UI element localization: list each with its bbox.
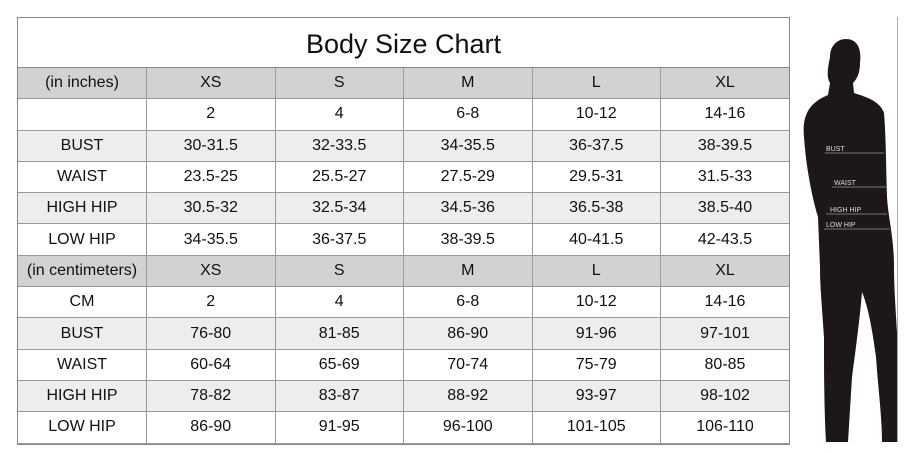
size-cell: 4: [274, 286, 404, 319]
size-cell: 30-31.5: [146, 129, 276, 162]
size-cell: 2: [146, 98, 276, 131]
row-label-cell: CM: [18, 286, 147, 319]
size-cell: 10-12: [531, 98, 661, 131]
size-cell: 88-92: [403, 379, 533, 413]
row-label-cell: WAIST: [18, 348, 147, 381]
size-cell: 25.5-27: [274, 160, 404, 194]
row-label-cell: LOW HIP: [18, 411, 147, 444]
size-cell: 81-85: [274, 317, 404, 350]
size-cell: 91-95: [274, 411, 404, 444]
size-cell: 60-64: [146, 348, 276, 381]
size-cell: 86-90: [403, 317, 533, 350]
size-cell: 106-110: [660, 411, 789, 444]
size-cell: 83-87: [274, 379, 404, 413]
size-cell: 2: [146, 286, 276, 319]
size-cell: 6-8: [403, 98, 533, 131]
size-cell: 36.5-38: [531, 192, 661, 225]
size-cell: S: [274, 254, 404, 288]
size-cell: XL: [660, 254, 789, 288]
row-label-cell: BUST: [18, 317, 147, 350]
size-cell: 32-33.5: [274, 129, 404, 162]
row-label-cell: HIGH HIP: [18, 379, 147, 413]
figure-label-bust: BUST: [826, 146, 845, 153]
table-row: WAIST 60-64 65-69 70-74 75-79 80-85: [18, 348, 789, 381]
size-cell: 10-12: [531, 286, 661, 319]
size-cell: 40-41.5: [531, 223, 661, 256]
chart-title: Body Size Chart: [18, 18, 789, 68]
size-cell: 65-69: [274, 348, 404, 381]
figure-label-waist: WAIST: [834, 180, 857, 187]
size-cell: 36-37.5: [274, 223, 404, 256]
size-cell: 42-43.5: [660, 223, 789, 256]
size-cell: 23.5-25: [146, 160, 276, 194]
figure-label-high-hip: HIGH HIP: [830, 207, 861, 214]
row-label-cell: [18, 98, 147, 131]
silhouette-shape: [803, 39, 897, 442]
size-cell: 98-102: [660, 379, 789, 413]
size-cell: 101-105: [531, 411, 661, 444]
row-label-cell: BUST: [18, 129, 147, 162]
body-silhouette-figure: BUST WAIST HIGH HIP LOW HIP: [790, 17, 898, 442]
size-chart: Body Size Chart (in inches) XS S M L XL 2 4 6-8 1…: [17, 17, 790, 445]
table-row: HIGH HIP 30.5-32 32.5-34 34.5-36 36.5-38 38.5…: [18, 192, 789, 225]
size-cell: 38-39.5: [403, 223, 533, 256]
table-row: WAIST 23.5-25 25.5-27 27.5-29 29.5-31 31.5-33: [18, 160, 789, 194]
size-cell: L: [531, 254, 661, 288]
table-row: 2 4 6-8 10-12 14-16: [18, 98, 789, 131]
size-cell: 97-101: [660, 317, 789, 350]
size-cell: 6-8: [403, 286, 533, 319]
table-row: LOW HIP 34-35.5 36-37.5 38-39.5 40-41.5 42-43…: [18, 223, 789, 256]
size-cell: 29.5-31: [531, 160, 661, 194]
size-cell: 27.5-29: [403, 160, 533, 194]
size-cell: 80-85: [660, 348, 789, 381]
row-label-cell: LOW HIP: [18, 223, 147, 256]
size-cell: 75-79: [531, 348, 661, 381]
figure-label-low-hip: LOW HIP: [826, 222, 856, 229]
header-row-inches: (in inches) XS S M L XL: [18, 68, 789, 100]
table-row: BUST 30-31.5 32-33.5 34-35.5 36-37.5 38-39.5: [18, 129, 789, 162]
size-cell: S: [274, 68, 404, 100]
table-row: LOW HIP 86-90 91-95 96-100 101-105 106-110: [18, 411, 789, 444]
table-row: HIGH HIP 78-82 83-87 88-92 93-97 98-102: [18, 379, 789, 413]
size-cell: 36-37.5: [531, 129, 661, 162]
size-cell: 4: [274, 98, 404, 131]
size-table: (in inches) XS S M L XL 2 4 6-8 10-12 14-16 BUST 30-…: [18, 68, 789, 444]
row-label-cell: (in inches): [18, 68, 147, 100]
size-cell: 14-16: [660, 286, 789, 319]
size-cell: M: [403, 68, 533, 100]
size-cell: 96-100: [403, 411, 533, 444]
size-cell: 31.5-33: [660, 160, 789, 194]
header-row-centimeters: (in centimeters) XS S M L XL: [18, 254, 789, 288]
size-cell: 14-16: [660, 98, 789, 131]
size-cell: 34.5-36: [403, 192, 533, 225]
size-cell: XL: [660, 68, 789, 100]
size-cell: 91-96: [531, 317, 661, 350]
size-cell: XS: [146, 254, 276, 288]
size-cell: 93-97: [531, 379, 661, 413]
table-row: BUST 76-80 81-85 86-90 91-96 97-101: [18, 317, 789, 350]
row-label-cell: HIGH HIP: [18, 192, 147, 225]
size-cell: 34-35.5: [146, 223, 276, 256]
size-cell: M: [403, 254, 533, 288]
size-cell: 32.5-34: [274, 192, 404, 225]
size-cell: 38.5-40: [660, 192, 789, 225]
row-label-cell: (in centimeters): [18, 254, 147, 288]
size-cell: 34-35.5: [403, 129, 533, 162]
size-cell: 86-90: [146, 411, 276, 444]
size-cell: XS: [146, 68, 276, 100]
size-cell: 70-74: [403, 348, 533, 381]
size-cell: 78-82: [146, 379, 276, 413]
size-cell: 30.5-32: [146, 192, 276, 225]
table-row: CM 2 4 6-8 10-12 14-16: [18, 286, 789, 319]
row-label-cell: WAIST: [18, 160, 147, 194]
size-cell: 76-80: [146, 317, 276, 350]
size-cell: 38-39.5: [660, 129, 789, 162]
size-cell: L: [531, 68, 661, 100]
